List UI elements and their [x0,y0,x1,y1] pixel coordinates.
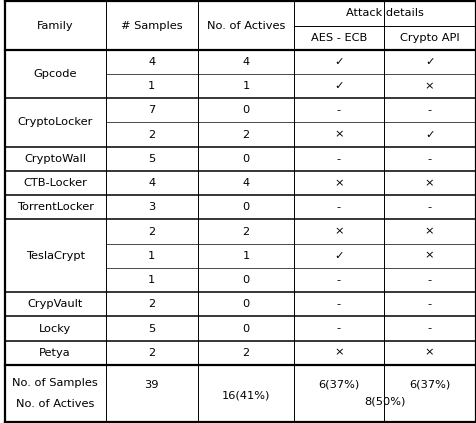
Text: -: - [426,202,431,212]
Text: 0: 0 [242,275,249,285]
Text: 1: 1 [242,251,249,261]
Text: 1: 1 [242,81,249,91]
Text: 0: 0 [242,105,249,115]
Text: -: - [336,324,340,333]
Text: 8(50%): 8(50%) [364,397,405,407]
Text: ×: × [424,251,434,261]
Text: 2: 2 [242,129,249,140]
Text: Attack details: Attack details [345,8,423,19]
Text: 2: 2 [148,129,155,140]
Text: CTB-Locker: CTB-Locker [23,178,87,188]
Text: 2: 2 [242,227,249,236]
Text: 7: 7 [148,105,155,115]
Text: -: - [336,202,340,212]
Text: 0: 0 [242,324,249,333]
Text: ×: × [424,81,434,91]
Text: Locky: Locky [39,324,71,333]
Text: -: - [336,275,340,285]
Text: CrypVault: CrypVault [28,299,83,309]
Text: ✓: ✓ [424,129,434,140]
Text: 2: 2 [242,348,249,358]
Text: TeslaCrypt: TeslaCrypt [26,251,85,261]
Text: CryptoWall: CryptoWall [24,154,86,164]
Text: 39: 39 [144,380,159,390]
Text: 4: 4 [242,57,249,67]
Text: ×: × [334,129,343,140]
Text: ×: × [334,178,343,188]
Text: ✓: ✓ [334,57,343,67]
Text: 0: 0 [242,299,249,309]
Text: 16(41%): 16(41%) [221,390,269,400]
Text: No. of Actives: No. of Actives [206,21,285,30]
Text: 4: 4 [148,178,155,188]
Text: -: - [336,154,340,164]
Text: # Samples: # Samples [121,21,182,30]
Text: -: - [426,324,431,333]
Text: 1: 1 [148,251,155,261]
Text: 2: 2 [148,227,155,236]
Text: 1: 1 [148,275,155,285]
Text: -: - [336,299,340,309]
Text: Family: Family [37,21,73,30]
Text: 1: 1 [148,81,155,91]
Text: 3: 3 [148,202,155,212]
Text: ✓: ✓ [334,251,343,261]
Text: No. of Actives: No. of Actives [16,399,94,409]
Text: -: - [426,154,431,164]
Text: -: - [426,299,431,309]
Text: -: - [426,105,431,115]
Text: 0: 0 [242,202,249,212]
Text: 5: 5 [148,154,155,164]
Text: Crypto API: Crypto API [399,33,458,43]
Text: 4: 4 [148,57,155,67]
Text: ✓: ✓ [334,81,343,91]
Text: TorrentLocker: TorrentLocker [17,202,93,212]
Text: -: - [426,275,431,285]
Text: AES - ECB: AES - ECB [310,33,367,43]
Text: Gpcode: Gpcode [33,69,77,79]
Text: 2: 2 [148,348,155,358]
Text: ×: × [334,348,343,358]
Text: 4: 4 [242,178,249,188]
Text: -: - [336,105,340,115]
Text: 0: 0 [242,154,249,164]
Text: ×: × [334,227,343,236]
Text: CryptoLocker: CryptoLocker [18,118,93,127]
Text: 5: 5 [148,324,155,333]
Text: ×: × [424,227,434,236]
Text: No. of Samples: No. of Samples [12,378,98,388]
Text: ✓: ✓ [424,57,434,67]
Text: ×: × [424,348,434,358]
Text: 6(37%): 6(37%) [317,380,359,390]
Text: 2: 2 [148,299,155,309]
Text: ×: × [424,178,434,188]
Text: Petya: Petya [40,348,71,358]
Text: 6(37%): 6(37%) [408,380,449,390]
